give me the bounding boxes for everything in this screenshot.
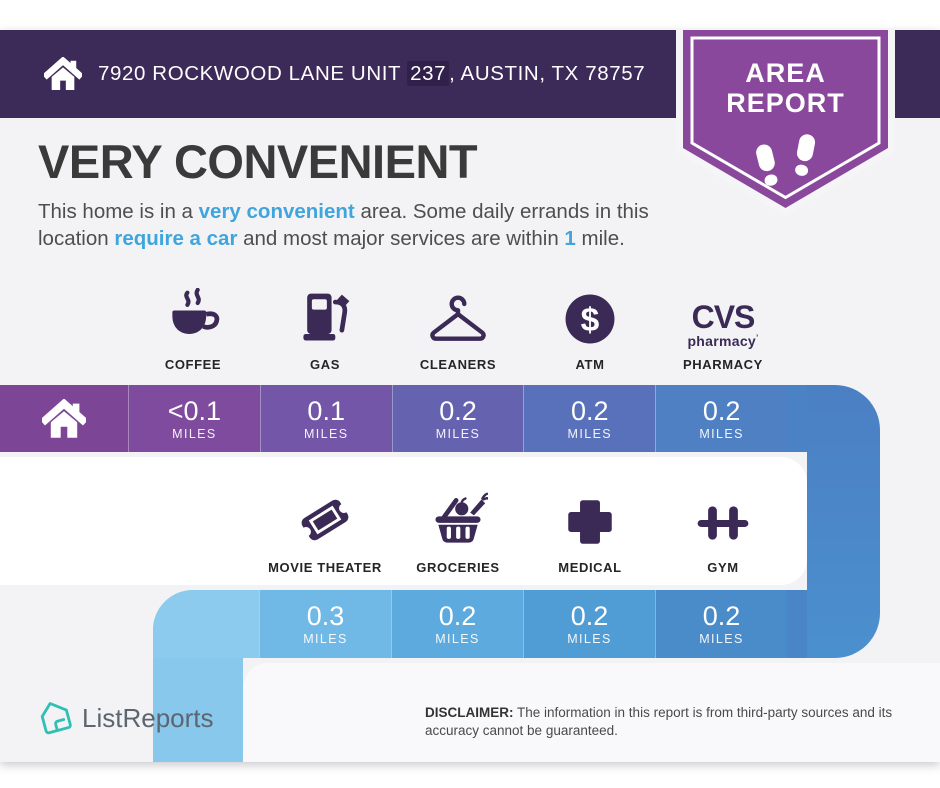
distance-segment: 0.2 MILES (523, 385, 656, 452)
route-connector-right (807, 385, 880, 658)
home-marker-segment (0, 385, 128, 452)
dollar-sign-icon: $ (522, 282, 658, 348)
bar1-tail (786, 385, 807, 452)
distance-segment: 0.2 MILES (655, 385, 787, 452)
amenity-coffee: COFFEE (125, 282, 261, 372)
footprints-icon (756, 134, 816, 186)
disclaimer-label: DISCLAIMER: (425, 705, 514, 720)
amenity-medical: MEDICAL (522, 485, 658, 575)
gas-pump-icon (257, 282, 393, 348)
distance-bar-row1: <0.1 MILES 0.1 MILES 0.2 MILES 0.2 MILES 0.2… (0, 385, 807, 452)
amenity-label: ATM (575, 357, 605, 372)
amenity-label: COFFEE (164, 357, 222, 372)
amenity-label: GROCERIES (416, 560, 500, 575)
unit-number-highlight: 237 (407, 61, 450, 86)
amenity-label: PHARMACY (683, 357, 763, 372)
amenity-label: MEDICAL (558, 560, 622, 575)
dumbbell-icon (655, 485, 791, 551)
distance-segment: 0.3 MILES (259, 590, 391, 658)
amenity-cleaners: CLEANERS (390, 282, 526, 372)
property-address: 7920 ROCKWOOD LANE UNIT 237, AUSTIN, TX … (98, 61, 646, 86)
amenity-groceries: GROCERIES (390, 485, 526, 575)
amenity-label: GAS (310, 357, 340, 372)
area-report-badge: AREA REPORT (676, 30, 895, 220)
hanger-icon (390, 282, 526, 348)
medical-cross-icon (522, 485, 658, 551)
bottom-light-panel (243, 663, 940, 762)
home-icon (42, 398, 86, 438)
distance-segment: 0.2 MILES (391, 590, 523, 658)
cvs-pharmacy-logo: CVS pharmacy’ (687, 299, 759, 349)
amenity-gas: GAS (257, 282, 393, 372)
convenience-description: This home is in a very convenient area. … (38, 200, 649, 251)
bar2-tail (787, 590, 807, 658)
amenity-atm: $ ATM (522, 282, 658, 372)
distance-bar-row2: 0.3 MILES 0.2 MILES 0.2 MILES 0.2 MILES (153, 590, 807, 658)
distance-segment: 0.2 MILES (391, 385, 524, 452)
svg-text:$: $ (581, 302, 600, 339)
badge-title: AREA REPORT (726, 58, 845, 118)
coffee-icon (125, 282, 261, 348)
amenity-label: CLEANERS (419, 357, 497, 372)
bar2-left-cap (153, 590, 259, 658)
badge-inner-outline (690, 36, 881, 200)
distance-segment: 0.2 MILES (523, 590, 655, 658)
page-title: VERY CONVENIENT (38, 135, 478, 188)
middle-white-panel (0, 457, 807, 585)
grocery-basket-icon (390, 485, 526, 551)
badge-shield (683, 30, 888, 208)
distance-segment: 0.2 MILES (655, 590, 787, 658)
amenity-label: GYM (707, 560, 739, 575)
listreports-logo: ListReports (36, 700, 214, 736)
amenity-label: MOVIE THEATER (268, 560, 382, 575)
disclaimer: DISCLAIMER: The information in this repo… (425, 705, 893, 739)
amenity-gym: GYM (655, 485, 791, 575)
listreports-house-icon (40, 702, 72, 735)
ticket-icon (257, 485, 393, 551)
amenity-pharmacy: CVS pharmacy’ PHARMACY (655, 282, 791, 372)
distance-segment: <0.1 MILES (128, 385, 260, 452)
brand-name: ListReports (82, 702, 214, 733)
distance-segment: 0.1 MILES (259, 385, 392, 452)
amenity-movie-theater: MOVIE THEATER (257, 485, 393, 575)
home-icon (44, 57, 82, 91)
